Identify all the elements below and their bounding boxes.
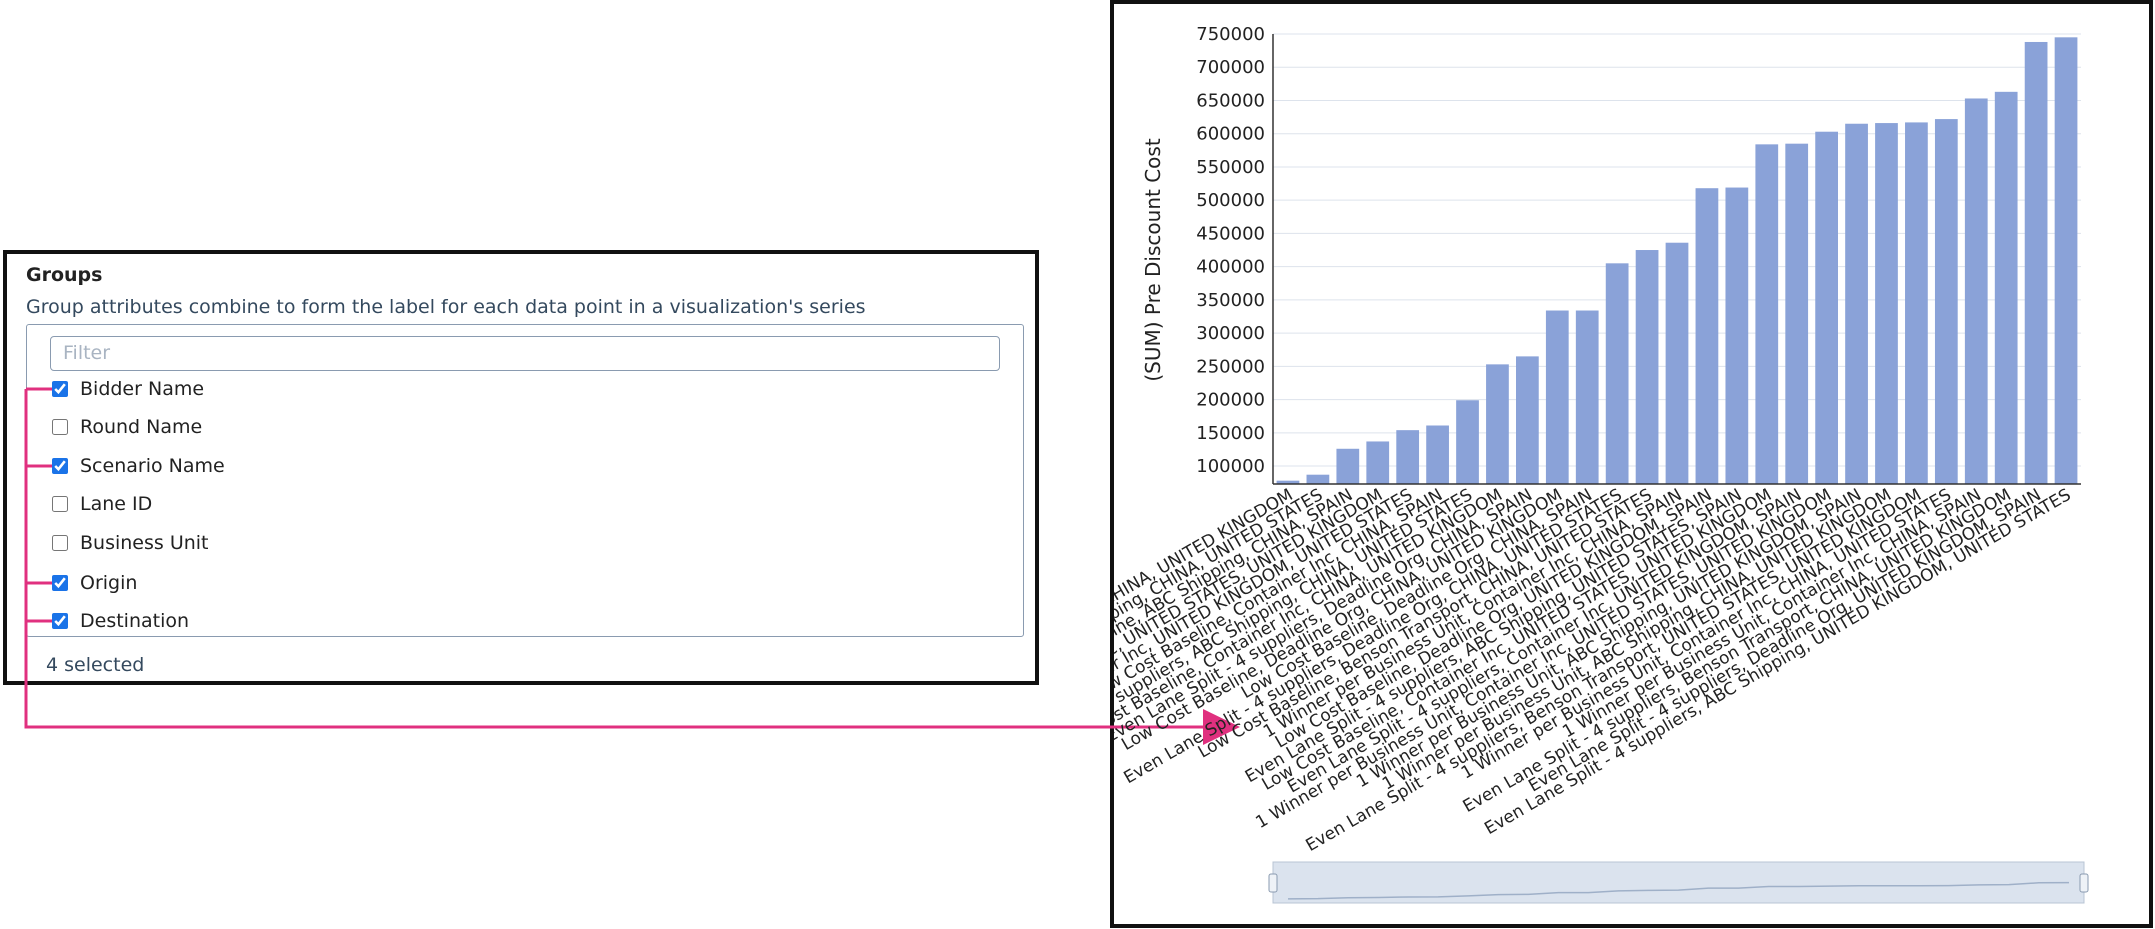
option-label: Business Unit — [80, 532, 209, 554]
checkbox[interactable] — [52, 575, 68, 591]
checkbox[interactable] — [52, 458, 68, 474]
option-label: Round Name — [80, 416, 203, 438]
selected-count: 4 selected — [46, 654, 145, 676]
group-option[interactable]: Destination — [52, 607, 189, 635]
group-option[interactable]: Business Unit — [52, 529, 209, 557]
checkbox[interactable] — [52, 613, 68, 629]
checkbox[interactable] — [52, 381, 68, 397]
panel-title: Groups — [26, 264, 103, 286]
group-option[interactable]: Bidder Name — [52, 375, 204, 403]
checkbox[interactable] — [52, 535, 68, 551]
group-option[interactable]: Round Name — [52, 413, 202, 441]
checkbox[interactable] — [52, 419, 68, 435]
groups-panel: Groups Group attributes combine to form … — [3, 250, 1039, 685]
option-label: Scenario Name — [80, 455, 225, 477]
group-option[interactable]: Scenario Name — [52, 452, 225, 480]
filter-input[interactable]: Filter — [50, 336, 1000, 371]
group-list: Filter — [26, 324, 1024, 637]
option-label: Destination — [80, 610, 190, 632]
option-label: Origin — [80, 572, 138, 594]
option-label: Lane ID — [80, 493, 153, 515]
checkbox[interactable] — [52, 496, 68, 512]
group-option[interactable]: Lane ID — [52, 490, 152, 518]
chart-frame — [1110, 0, 2153, 928]
group-option[interactable]: Origin — [52, 569, 137, 597]
option-label: Bidder Name — [80, 378, 205, 400]
panel-description: Group attributes combine to form the lab… — [26, 296, 866, 318]
